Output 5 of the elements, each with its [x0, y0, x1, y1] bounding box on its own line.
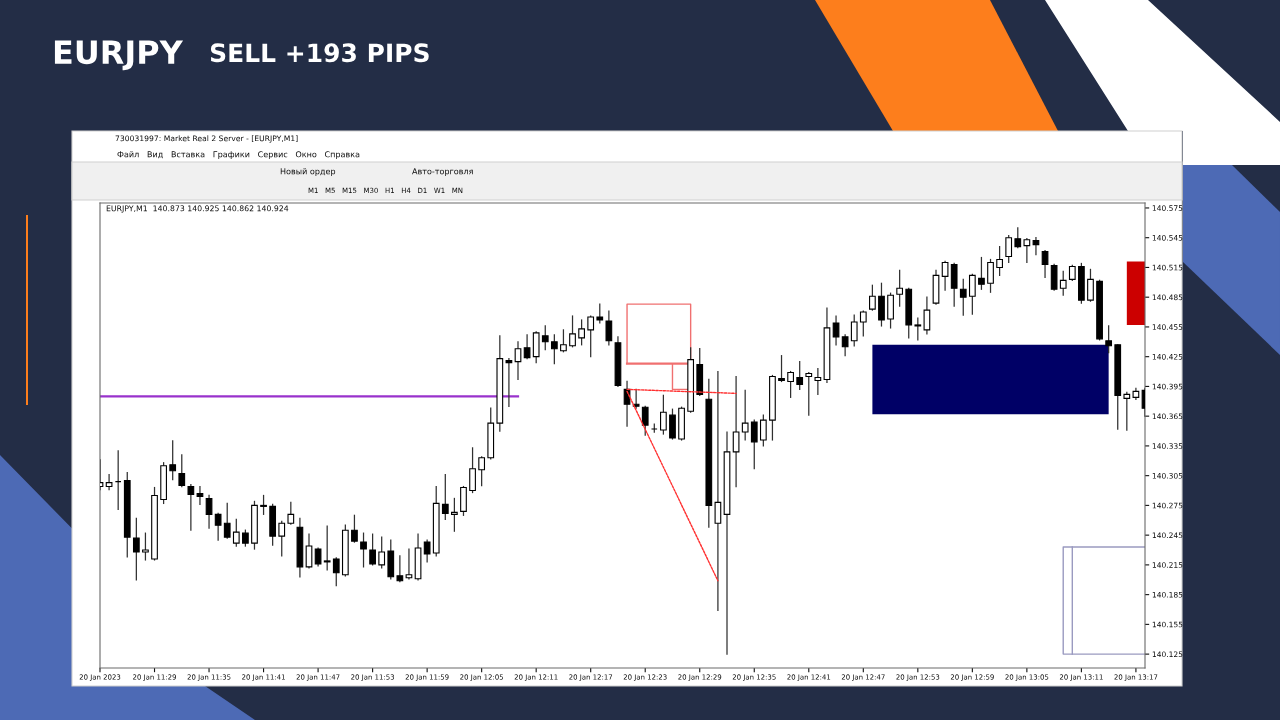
text: Файл Вид Вставка Графики Сервис Окно Справка	[117, 151, 360, 159]
text: Новый ордер	[280, 168, 336, 176]
chart-title: EURJPY	[54, 40, 184, 71]
text: Авто-торговля	[412, 168, 473, 176]
chart-subtitle: SELL +193 PIPS	[210, 43, 429, 63]
